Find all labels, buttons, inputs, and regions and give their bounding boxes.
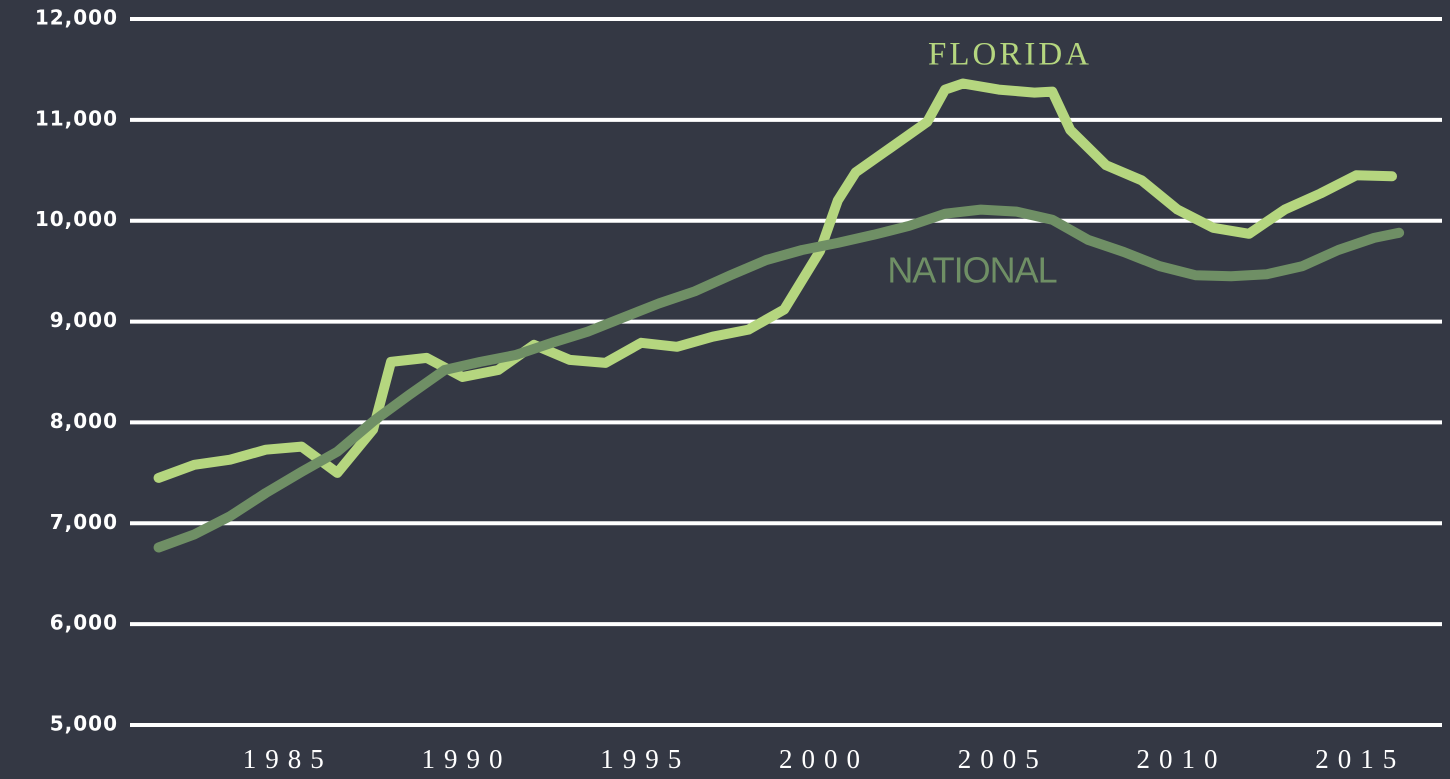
series-label: NATIONAL xyxy=(887,250,1056,291)
x-tick-label: 2005 xyxy=(958,744,1048,774)
y-tick-label: 8,000 xyxy=(50,409,118,433)
y-tick-label: 7,000 xyxy=(50,510,118,534)
y-tick-label: 10,000 xyxy=(35,207,118,231)
series-line xyxy=(153,78,1397,483)
y-tick-label: 12,000 xyxy=(35,6,118,30)
x-tick-label: 1995 xyxy=(600,744,690,774)
y-tick-label: 5,000 xyxy=(50,712,118,736)
y-tick-label: 9,000 xyxy=(50,308,118,332)
x-tick-label: 2015 xyxy=(1315,744,1405,774)
y-tick-label: 11,000 xyxy=(35,106,118,130)
x-tick-label: 1985 xyxy=(243,744,333,774)
series-line xyxy=(153,204,1405,553)
x-tick-label: 2010 xyxy=(1136,744,1226,774)
x-tick-label: 1990 xyxy=(421,744,511,774)
x-tick-label: 2000 xyxy=(779,744,869,774)
series-label: FLORIDA xyxy=(928,37,1092,73)
y-tick-label: 6,000 xyxy=(50,611,118,635)
